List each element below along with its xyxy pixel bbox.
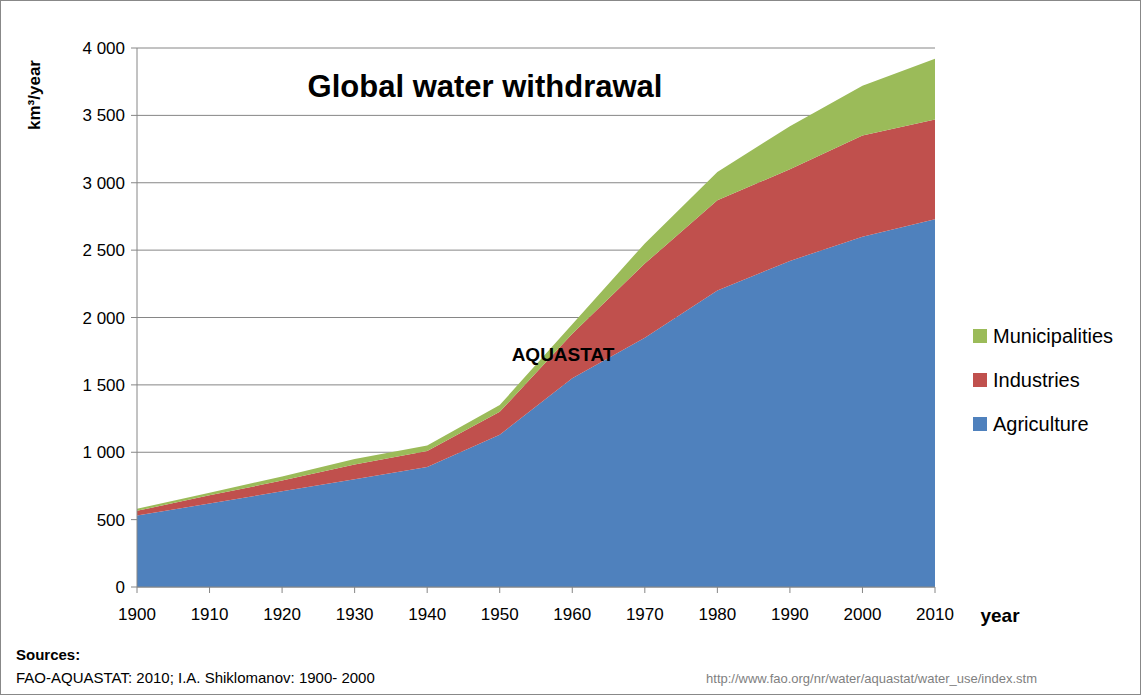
x-tick-label: 1940: [408, 605, 446, 624]
y-tick: [131, 48, 137, 49]
x-tick: [209, 587, 210, 593]
x-tick-label: 1970: [626, 605, 664, 624]
x-tick: [499, 587, 500, 593]
y-axis-label: km³/year: [25, 60, 44, 130]
x-tick-label: 1960: [553, 605, 591, 624]
legend-swatch: [973, 417, 987, 431]
y-tick-label: 3 500: [82, 106, 125, 125]
x-tick-label: 2010: [916, 605, 954, 624]
x-tick: [354, 587, 355, 593]
y-tick-label: 1 000: [82, 443, 125, 462]
y-tick: [131, 452, 137, 453]
x-tick: [572, 587, 573, 593]
x-tick: [717, 587, 718, 593]
y-tick-label: 3 000: [82, 174, 125, 193]
y-tick: [131, 384, 137, 385]
y-tick: [131, 317, 137, 318]
y-tick: [131, 519, 137, 520]
area: [137, 59, 935, 511]
y-tick-label: 2 000: [82, 309, 125, 328]
y-tick: [131, 115, 137, 116]
x-tick-label: 1950: [481, 605, 519, 624]
y-tick: [131, 182, 137, 183]
y-tick-label: 1 500: [82, 376, 125, 395]
legend-swatch: [973, 329, 987, 343]
y-axis: [137, 48, 138, 587]
x-axis: [137, 587, 935, 588]
source-url: http://www.fao.org/nr/water/aquastat/wat…: [706, 671, 1037, 686]
x-axis-label: year: [980, 605, 1020, 626]
legend-label: Industries: [993, 369, 1080, 391]
chart-frame: [1, 1, 1141, 695]
chart: 0 500 1 000 1 500 2 000 2 500 3 000 3 500 4 000 1…: [0, 0, 1141, 695]
legend-label: Municipalities: [993, 325, 1113, 347]
grid-line: [137, 587, 935, 588]
legend-label: Agriculture: [993, 413, 1089, 435]
x-tick: [935, 587, 936, 593]
x-tick-label: 1910: [191, 605, 229, 624]
grid-line: [137, 48, 935, 49]
y-tick: [131, 250, 137, 251]
y-tick-label: 500: [97, 511, 125, 530]
legend-swatch: [973, 373, 987, 387]
x-tick-label: 2000: [844, 605, 882, 624]
area: [137, 119, 935, 515]
x-tick-label: 1930: [336, 605, 374, 624]
x-tick-label: 1900: [118, 605, 156, 624]
x-tick: [137, 587, 138, 593]
areas: [137, 59, 935, 587]
annotation: AQUASTAT: [512, 344, 615, 365]
y-tick-label: 4 000: [82, 39, 125, 58]
title: Global water withdrawal: [308, 69, 663, 104]
x-tick: [644, 587, 645, 593]
x-tick-label: 1980: [698, 605, 736, 624]
x-tick-label: 1920: [263, 605, 301, 624]
x-tick-label: 1990: [771, 605, 809, 624]
source: FAO-AQUASTAT: 2010; I.A. Shiklomanov: 19…: [16, 669, 375, 686]
x-tick: [427, 587, 428, 593]
y-tick: [131, 587, 137, 588]
x-tick: [789, 587, 790, 593]
y-tick-label: 0: [116, 578, 125, 597]
x-tick: [282, 587, 283, 593]
source-label: Sources:: [16, 646, 80, 663]
x-tick: [862, 587, 863, 593]
y-tick-label: 2 500: [82, 241, 125, 260]
